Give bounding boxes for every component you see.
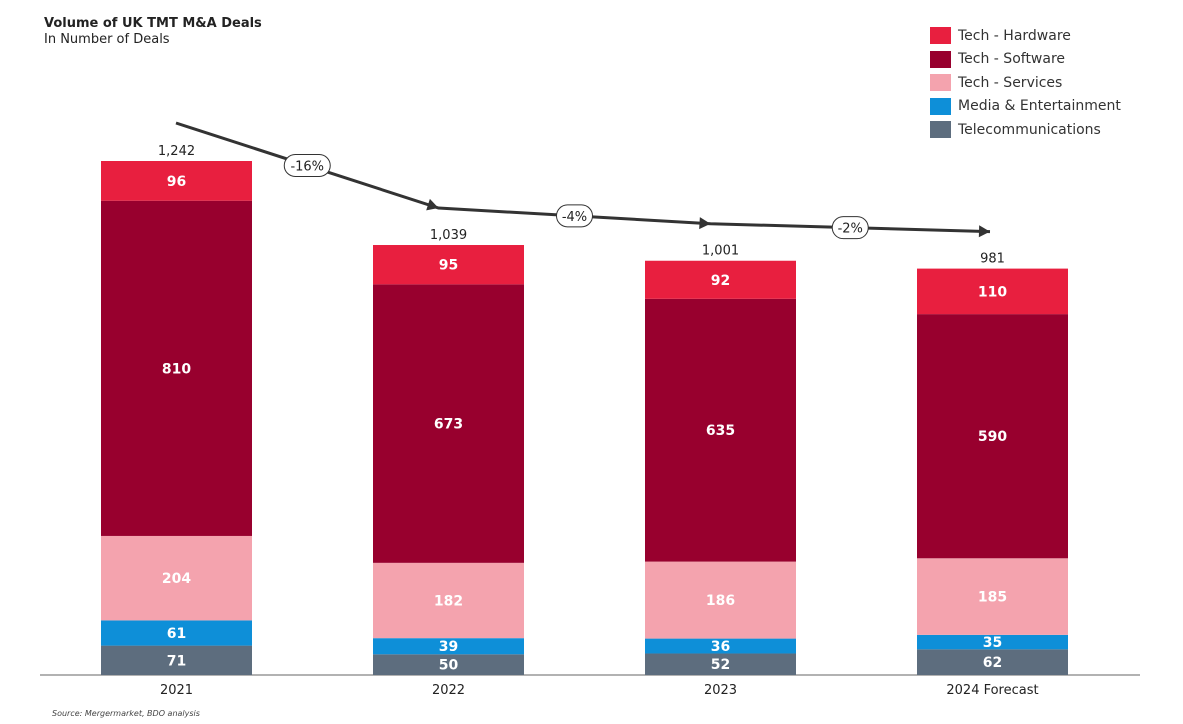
data-label: 204 [162,571,191,587]
bar-segment [917,268,1068,315]
trend-pill [556,204,593,228]
category-label: 2022 [432,683,465,698]
data-label: 110 [978,284,1007,300]
total-label: 1,242 [158,144,195,159]
bar-segment [645,638,796,654]
bar-segment [373,638,524,655]
trend-label: -16% [290,160,324,175]
legend-item: Tech - Hardware [930,24,1121,48]
bar-segment [645,298,796,562]
bar-segment [373,284,524,563]
data-label: 52 [711,657,730,673]
legend-swatch [930,74,951,92]
bar-segment [101,535,252,621]
legend-item: Tech - Software [930,48,1121,72]
total-label: 981 [980,252,1005,267]
data-label: 673 [434,417,463,433]
bar-segment [645,653,796,675]
data-label: 590 [978,429,1007,445]
bar-segment [101,161,252,201]
trend-arrowhead [978,225,990,238]
data-label: 36 [711,639,730,655]
legend-swatch [930,27,951,45]
total-label: 1,001 [702,244,739,259]
trend-pill [831,216,869,240]
bar-segment [645,561,796,639]
chart-legend: Tech - Hardware Tech - Software Tech - Ser… [930,24,1121,142]
legend-label: Media & Entertainment [958,98,1121,115]
data-label: 182 [434,594,463,610]
trend-pill [283,154,331,178]
data-label: 810 [162,361,191,377]
data-label: 185 [978,590,1007,606]
data-label: 35 [983,635,1002,651]
bar-segment [645,260,796,299]
bar-segment [917,634,1068,650]
data-label: 61 [167,626,186,642]
total-label: 1,039 [430,228,467,243]
trend-arrowhead [699,217,711,230]
category-label: 2023 [704,683,737,698]
legend-label: Tech - Hardware [958,27,1071,44]
bar-segment [101,645,252,675]
chart-subtitle: In Number of Deals [44,32,170,47]
data-label: 50 [439,658,459,674]
legend-swatch [930,121,951,139]
trend-label: -2% [838,222,863,237]
legend-label: Telecommunications [958,121,1101,138]
legend-swatch [930,50,951,68]
category-label: 2021 [160,683,193,698]
chart-title: Volume of UK TMT M&A Deals [44,16,262,31]
data-label: 39 [439,639,458,655]
data-label: 96 [167,174,186,190]
legend-item: Tech - Services [930,71,1121,95]
bar-segment [101,620,252,646]
source-note: Source: Mergermarket, BDO analysis [52,709,200,718]
trend-arrowhead [426,198,439,211]
data-label: 635 [706,423,735,439]
legend-item: Telecommunications [930,118,1121,142]
bar-segment [917,314,1068,559]
data-label: 186 [706,593,735,609]
legend-swatch [930,97,951,115]
bar-segment [917,558,1068,635]
data-label: 62 [983,655,1002,671]
bar-segment [373,562,524,639]
legend-label: Tech - Services [958,74,1063,91]
bar-segment [373,245,524,285]
bar-segment [917,649,1068,675]
data-label: 92 [711,273,730,289]
data-label: 95 [439,258,458,274]
category-label: 2024 Forecast [946,683,1038,698]
data-label: 71 [167,653,186,669]
bar-segment [373,654,524,675]
legend-label: Tech - Software [958,51,1066,68]
trend-label: -4% [562,210,587,225]
legend-item: Media & Entertainment [930,95,1121,119]
bar-segment [101,200,252,536]
